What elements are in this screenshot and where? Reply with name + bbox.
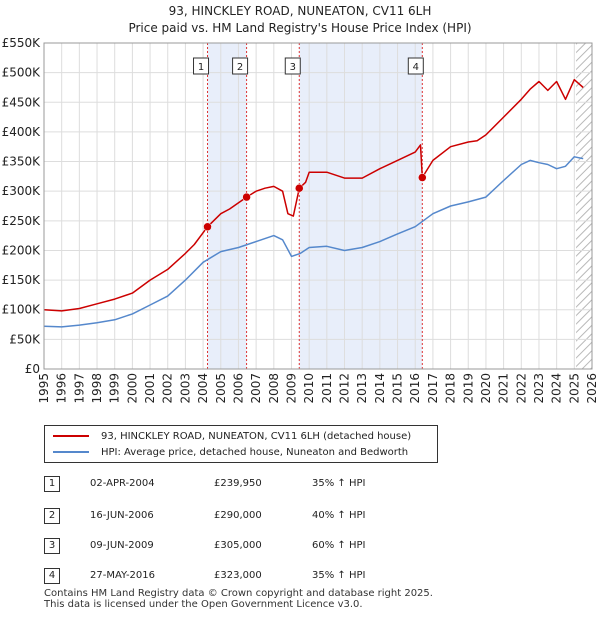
y-tick-label: £550K [2, 36, 42, 50]
x-tick-label: 2015 [391, 373, 405, 404]
x-tick-label: 2011 [320, 373, 334, 404]
price-chart: 1 2 3 4 £0 £50K £100K £150K £200K £250K £300K £350… [2, 36, 599, 404]
y-tick-label: £250K [2, 214, 42, 228]
legend-label-hpi: HPI: Average price, detached house, Nune… [101, 446, 409, 458]
legend-item-hpi: HPI: Average price, detached house, Nune… [53, 444, 408, 460]
table-row: 4 27-MAY-2016 £323,000 35% ↑ HPI [44, 567, 444, 587]
sale-label: 4 [413, 62, 419, 73]
sale-label-box [232, 57, 249, 75]
sale-label-box [407, 57, 424, 75]
forecast-hatch [576, 43, 592, 369]
y-tick-label: £100K [2, 303, 42, 317]
sale-point [295, 183, 304, 193]
footer-copyright: Contains HM Land Registry data © Crown c… [44, 588, 433, 599]
x-tick-label: 1997 [72, 373, 86, 404]
transaction-number: 3 [44, 538, 60, 554]
x-tick-label: 2001 [143, 373, 157, 404]
transaction-hpi: 40% ↑ HPI [312, 510, 366, 521]
x-tick-label: 2006 [231, 373, 245, 404]
chart-title: 93, HINCKLEY ROAD, NUNEATON, CV11 6LH [168, 4, 432, 18]
legend-swatch-hpi [53, 451, 89, 453]
shaded-period [299, 43, 423, 369]
x-tick-label: 2002 [161, 373, 175, 404]
plot-frame [43, 42, 593, 370]
sale-label-box [193, 57, 210, 75]
x-tick-label: 2007 [249, 373, 263, 404]
x-tick-label: 2013 [355, 373, 369, 404]
x-tick-label: 2022 [514, 373, 528, 404]
hpi-line [43, 156, 584, 328]
chart-subtitle: Price paid vs. HM Land Registry's House … [128, 21, 472, 35]
transaction-date: 27-MAY-2016 [90, 570, 156, 581]
sale-point [242, 192, 251, 202]
x-tick-label: 2012 [338, 373, 352, 404]
transaction-number: 4 [44, 568, 60, 584]
y-tick-label: £500K [2, 66, 42, 80]
x-tick-label: 2016 [408, 373, 422, 404]
x-tick-label: 2004 [196, 373, 210, 404]
x-tick-label: 2020 [479, 373, 493, 404]
x-tick-label: 2014 [373, 373, 387, 404]
x-tick-label: 1998 [90, 373, 104, 404]
table-row: 1 02-APR-2004 £239,950 35% ↑ HPI [44, 475, 444, 495]
x-tick-label: 2024 [550, 373, 564, 404]
transaction-hpi: 60% ↑ HPI [312, 540, 366, 551]
transaction-number: 2 [44, 508, 60, 524]
x-tick-label: 2000 [125, 373, 139, 404]
x-tick-label: 2017 [426, 373, 440, 404]
property-price-line [43, 78, 584, 312]
x-tick-label: 2009 [284, 373, 298, 404]
transaction-number: 1 [44, 476, 60, 492]
x-tick-label: 2005 [214, 373, 228, 404]
shaded-period [207, 43, 247, 369]
legend: 93, HINCKLEY ROAD, NUNEATON, CV11 6LH (d… [44, 425, 438, 463]
x-tick-label: 2008 [267, 373, 281, 404]
x-tick-label: 2019 [461, 373, 475, 404]
y-tick-label: £400K [2, 125, 42, 139]
transaction-hpi: 35% ↑ HPI [312, 570, 366, 581]
legend-swatch-property [53, 435, 89, 437]
x-tick-label: 1996 [55, 373, 69, 404]
y-tick-label: £200K [2, 243, 42, 257]
legend-label-property: 93, HINCKLEY ROAD, NUNEATON, CV11 6LH (d… [101, 430, 412, 442]
x-tick-label: 1995 [37, 373, 51, 404]
table-row: 3 09-JUN-2009 £305,000 60% ↑ HPI [44, 537, 444, 557]
x-tick-label: 2023 [532, 373, 546, 404]
y-tick-label: £50K [9, 332, 41, 346]
transaction-date: 09-JUN-2009 [90, 540, 154, 551]
sale-label: 2 [237, 62, 243, 73]
sale-label-box [284, 57, 301, 75]
x-tick-label: 2025 [567, 373, 581, 404]
y-tick-label: £150K [2, 273, 42, 287]
legend-item-property: 93, HINCKLEY ROAD, NUNEATON, CV11 6LH (d… [53, 428, 411, 444]
transaction-date: 16-JUN-2006 [90, 510, 154, 521]
x-tick-label: 2018 [444, 373, 458, 404]
footer-licence: This data is licensed under the Open Gov… [44, 599, 363, 610]
footer: Contains HM Land Registry data © Crown c… [44, 588, 433, 610]
sale-point [203, 222, 212, 232]
x-tick-label: 2026 [585, 373, 599, 404]
sale-point [418, 173, 427, 182]
y-tick-label: £350K [2, 155, 42, 169]
transaction-price: £305,000 [214, 540, 262, 551]
x-tick-label: 1999 [108, 373, 122, 404]
y-tick-label: £450K [2, 95, 42, 109]
transaction-price: £239,950 [214, 478, 262, 489]
transaction-price: £323,000 [214, 570, 262, 581]
transaction-date: 02-APR-2004 [90, 478, 155, 489]
transaction-price: £290,000 [214, 510, 262, 521]
transaction-hpi: 35% ↑ HPI [312, 478, 366, 489]
x-tick-label: 2003 [178, 373, 192, 404]
table-row: 2 16-JUN-2006 £290,000 40% ↑ HPI [44, 507, 444, 527]
x-tick-label: 2021 [497, 373, 511, 404]
y-tick-label: £300K [2, 184, 42, 198]
sale-label: 3 [290, 62, 296, 73]
x-tick-label: 2010 [302, 373, 316, 404]
y-tick-label: £0 [25, 362, 40, 376]
sale-label: 1 [198, 62, 204, 73]
